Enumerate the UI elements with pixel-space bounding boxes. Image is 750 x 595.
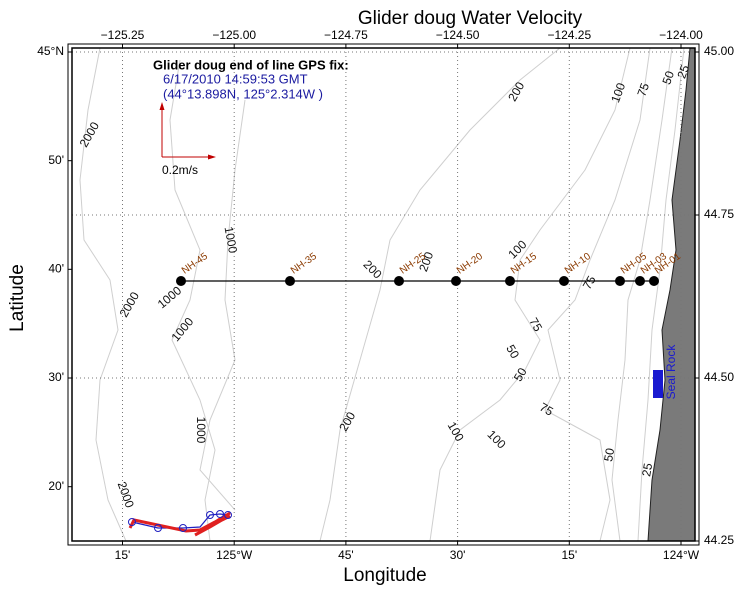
contour-label: 2000 (117, 289, 143, 319)
right-tick-label: 44.75 (704, 207, 734, 221)
top-tick-label: −124.50 (436, 28, 480, 42)
right-tick-label: 45.00 (704, 44, 734, 58)
ticks: −125.25 −125.00 −124.75 −124.50 −124.25 −124.… (37, 28, 734, 562)
right-tick-label: 44.50 (704, 370, 734, 384)
left-tick-label: 50' (48, 153, 64, 167)
contour-label: 50 (659, 69, 677, 87)
station-marker (394, 276, 404, 286)
landmark-label: Seal Rock (664, 344, 678, 400)
contour-label: 75 (580, 273, 599, 292)
contour-label: 100 (608, 81, 628, 105)
fix-heading: Glider doug end of line GPS fix: (153, 57, 349, 72)
top-tick-label: −124.75 (324, 28, 368, 42)
frame-outer (67, 43, 700, 546)
bottom-tick-label: 30' (450, 548, 466, 562)
contour-label: 2000 (115, 480, 137, 510)
contour-label: 1000 (194, 417, 208, 444)
contour-label: 50 (511, 365, 530, 384)
contour-label: 1000 (168, 314, 196, 344)
bottom-tick-label: 15' (115, 548, 131, 562)
contour-label: 100 (445, 419, 467, 444)
x-label: Longitude (343, 565, 426, 586)
y-label: Latitude (7, 264, 28, 332)
station-marker (505, 276, 515, 286)
station-marker (451, 276, 461, 286)
contour-label: 25 (674, 63, 692, 81)
contour-label: 100 (485, 427, 509, 451)
contour-label: 1000 (155, 283, 185, 311)
contour-label: 50 (601, 447, 617, 463)
top-tick-label: −125.00 (212, 28, 256, 42)
contour-label: 25 (639, 462, 655, 478)
contour-label: 50 (503, 342, 522, 361)
coastline (647, 47, 696, 542)
contour-label: 200 (505, 79, 527, 104)
contour-label: 1000 (222, 225, 240, 254)
top-tick-label: −124.25 (547, 28, 591, 42)
scale-arrows (159, 102, 216, 160)
station-marker (285, 276, 295, 286)
station-label: NH-20 (455, 251, 485, 277)
station-marker (176, 276, 186, 286)
contour-label: 200 (416, 250, 436, 274)
left-tick-label: 45°N (37, 44, 64, 58)
scale-label: 0.2m/s (162, 163, 198, 177)
station-label: NH-35 (289, 251, 319, 277)
bottom-tick-label: 124°W (663, 548, 700, 562)
contours (79, 47, 685, 542)
contour-labels: 2000 2000 2000 1000 1000 1000 1000 200 2… (77, 63, 693, 510)
top-tick-label: −125.25 (101, 28, 145, 42)
right-tick-label: 44.25 (704, 533, 734, 547)
bottom-tick-label: 15' (561, 548, 577, 562)
bottom-tick-label: 45' (338, 548, 354, 562)
left-tick-label: 40' (48, 261, 64, 275)
frame (71, 47, 696, 542)
seal-rock-marker (653, 370, 663, 398)
title: Glider doug Water Velocity (358, 8, 583, 29)
left-tick-label: 20' (48, 479, 64, 493)
contour-label: 2000 (77, 119, 103, 149)
top-tick-label: −124.00 (659, 28, 703, 42)
station-marker (649, 276, 659, 286)
glider-track (128, 510, 232, 537)
station-marker (615, 276, 625, 286)
station-marker (559, 276, 569, 286)
fix-time: 6/17/2010 14:59:53 GMT (163, 71, 308, 86)
fix-position: (44°13.898N, 125°2.314W ) (163, 86, 323, 101)
contour-label: 75 (634, 81, 652, 99)
contour-label: 75 (526, 315, 545, 334)
left-tick-label: 30' (48, 370, 64, 384)
bottom-tick-label: 125°W (216, 548, 253, 562)
contour-label: 200 (361, 257, 385, 281)
station-marker (635, 276, 645, 286)
contour-label: 75 (537, 400, 556, 419)
